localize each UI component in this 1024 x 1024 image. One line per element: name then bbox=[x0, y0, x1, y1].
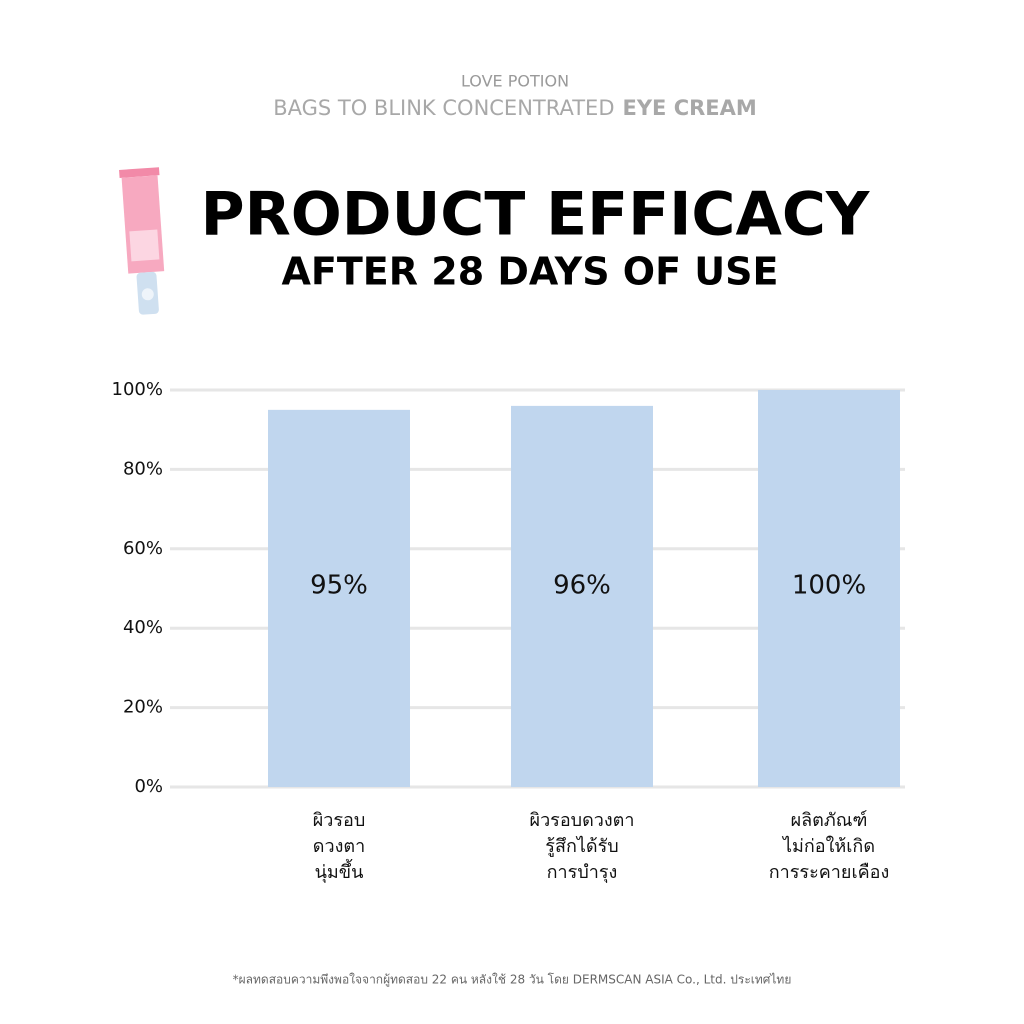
bar bbox=[268, 409, 410, 787]
x-tick-label: ผิวรอบดวงตา bbox=[530, 810, 635, 831]
y-tick-label: 40% bbox=[123, 617, 163, 638]
product-tube bbox=[119, 167, 165, 315]
product-line: BAGS TO BLINK CONCENTRATED bbox=[273, 96, 614, 120]
chart-title: PRODUCT EFFICACY bbox=[201, 180, 871, 250]
tube-ball bbox=[141, 288, 154, 301]
tube-crimp bbox=[119, 167, 160, 178]
bar bbox=[511, 405, 653, 787]
x-tick-label: รู้สึกได้รับ bbox=[545, 835, 618, 857]
y-tick-label: 100% bbox=[112, 379, 163, 400]
y-tick-label: 20% bbox=[123, 697, 163, 718]
plot: 0%20%40%60%80%100%95%ผิวรอบดวงตานุ่มขึ้น… bbox=[112, 379, 905, 883]
x-tick-label: นุ่มขึ้น bbox=[315, 859, 364, 883]
x-tick-label: การระคายเคือง bbox=[769, 862, 890, 883]
x-tick-label: ผิวรอบ bbox=[313, 810, 366, 831]
x-tick-label: ไม่ก่อให้เกิด bbox=[781, 835, 875, 857]
tube-label bbox=[129, 229, 160, 262]
brand: LOVE POTION bbox=[461, 72, 569, 91]
footnote: *ผลทดสอบความพึงพอใจจากผู้ทดสอบ 22 คน หลั… bbox=[233, 973, 792, 988]
x-tick-label: ดวงตา bbox=[313, 836, 365, 857]
y-tick-label: 0% bbox=[134, 776, 163, 797]
x-tick-label: การบำรุง bbox=[547, 862, 618, 883]
chart-subtitle: AFTER 28 DAYS OF USE bbox=[282, 250, 779, 294]
value-label: 100% bbox=[792, 571, 866, 601]
product-heading: BAGS TO BLINK CONCENTRATED EYE CREAM bbox=[273, 96, 757, 120]
value-label: 95% bbox=[310, 571, 368, 601]
x-tick-label: ผลิตภัณฑ์ bbox=[791, 810, 868, 831]
y-tick-label: 80% bbox=[123, 458, 163, 479]
value-label: 96% bbox=[553, 571, 611, 601]
bar bbox=[758, 390, 900, 787]
product-name: EYE CREAM bbox=[622, 96, 756, 120]
y-tick-label: 60% bbox=[123, 538, 163, 559]
